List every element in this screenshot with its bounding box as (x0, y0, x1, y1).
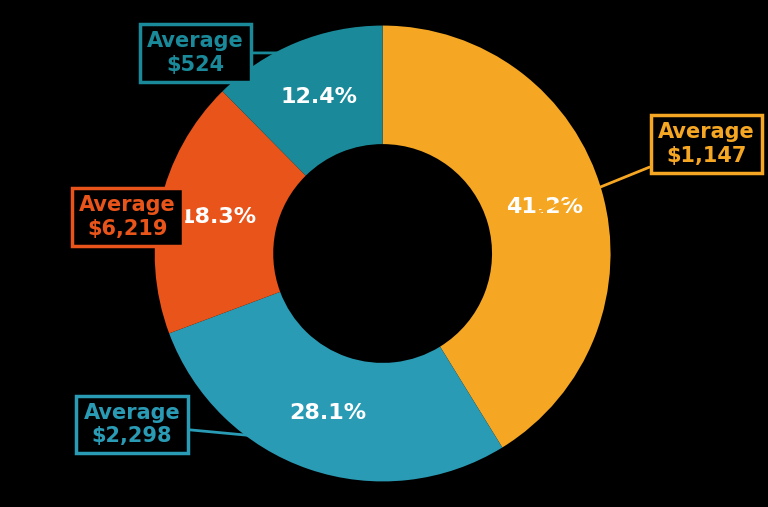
Text: Average
$524: Average $524 (147, 31, 326, 75)
Wedge shape (223, 25, 382, 175)
Text: 12.4%: 12.4% (280, 88, 357, 107)
Text: 18.3%: 18.3% (180, 207, 257, 227)
Text: Average
$2,298: Average $2,298 (84, 403, 303, 446)
Wedge shape (169, 292, 502, 482)
Text: Average
$6,219: Average $6,219 (79, 195, 219, 239)
Wedge shape (154, 91, 306, 334)
Text: Average
$1,147: Average $1,147 (538, 123, 755, 212)
Text: 28.1%: 28.1% (290, 403, 366, 423)
Wedge shape (382, 25, 611, 448)
Text: 41.2%: 41.2% (506, 197, 584, 218)
